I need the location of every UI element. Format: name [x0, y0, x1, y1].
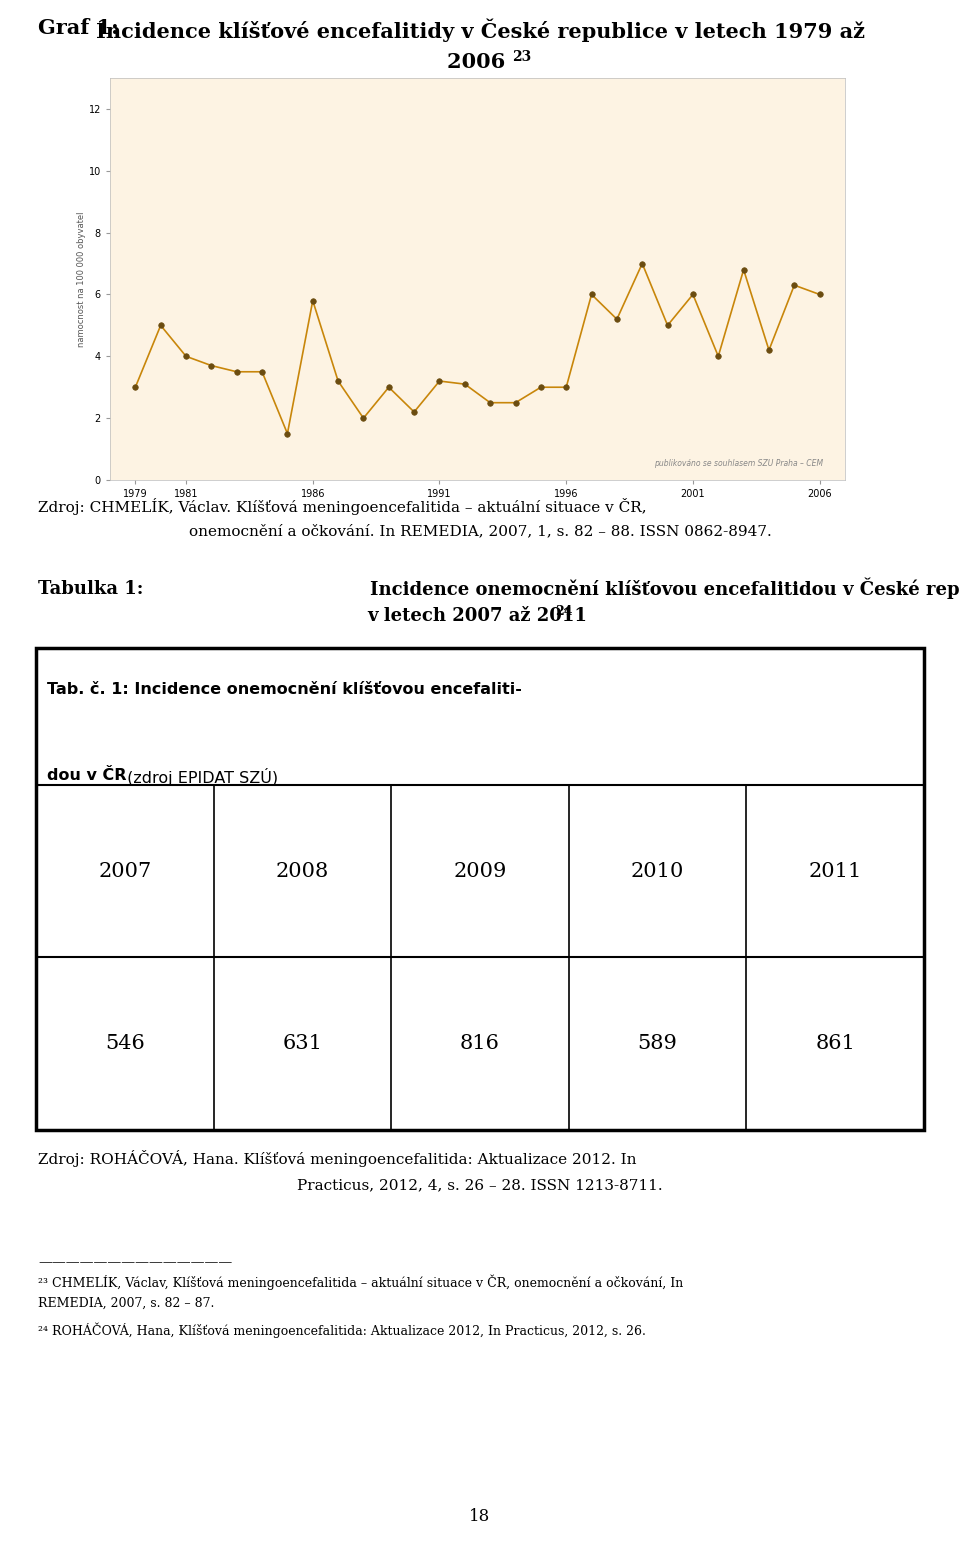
Text: onemocnění a očkování. In REMEDIA, 2007, 1, s. 82 – 88. ISSN 0862-8947.: onemocnění a očkování. In REMEDIA, 2007,… [188, 524, 772, 539]
Text: 631: 631 [282, 1035, 323, 1054]
Y-axis label: namocnost na 100 000 obyvatel: namocnost na 100 000 obyvatel [77, 211, 85, 347]
Text: Tab. č. 1: Incidence onemocnění klíšťovou encefaliti-: Tab. č. 1: Incidence onemocnění klíšťovo… [47, 682, 521, 696]
Text: Zdroj: ROHÁČOVÁ, Hana. Klíšťová meningoencefalitida: Aktualizace 2012. In: Zdroj: ROHÁČOVÁ, Hana. Klíšťová meningoe… [38, 1150, 636, 1168]
Text: publikováno se souhlasem SZU Praha – CEM: publikováno se souhlasem SZU Praha – CEM [654, 459, 823, 468]
Text: Incidence onemocnění klíšťovou encefalitidou v České republice: Incidence onemocnění klíšťovou encefalit… [370, 578, 960, 598]
Text: Practicus, 2012, 4, s. 26 – 28. ISSN 1213-8711.: Practicus, 2012, 4, s. 26 – 28. ISSN 121… [298, 1179, 662, 1193]
Text: 2008: 2008 [276, 862, 329, 880]
Text: 2007: 2007 [98, 862, 152, 880]
Text: REMEDIA, 2007, s. 82 – 87.: REMEDIA, 2007, s. 82 – 87. [38, 1297, 214, 1310]
Text: v letech 2007 až 2011: v letech 2007 až 2011 [367, 607, 593, 624]
Text: ²³ CHMELÍK, Václav, Klíšťová meningoencefalitida – aktuální situace v ČR, onemoc: ²³ CHMELÍK, Václav, Klíšťová meningoence… [38, 1275, 684, 1291]
Text: Incidence klíšťové encefalitidy v České republice v letech 1979 až: Incidence klíšťové encefalitidy v České … [95, 19, 865, 42]
Text: 589: 589 [637, 1035, 678, 1054]
Text: 2011: 2011 [808, 862, 862, 880]
Text: ²⁴ ROHÁČOVÁ, Hana, Klíšťová meningoencefalitida: Aktualizace 2012, In Practicus,: ²⁴ ROHÁČOVÁ, Hana, Klíšťová meningoencef… [38, 1322, 646, 1338]
Text: 546: 546 [105, 1035, 145, 1054]
Text: 24: 24 [555, 606, 572, 618]
Text: 18: 18 [469, 1508, 491, 1525]
Text: 861: 861 [815, 1035, 855, 1054]
Text: Graf 1:: Graf 1: [38, 19, 119, 37]
Text: Zdroj: CHMELÍK, Václav. Klíšťová meningoencefalitida – aktuální situace v ČR,: Zdroj: CHMELÍK, Václav. Klíšťová meningo… [38, 498, 647, 515]
Text: 816: 816 [460, 1035, 500, 1054]
Text: Tabulka 1:: Tabulka 1: [38, 581, 143, 598]
Text: 23: 23 [512, 50, 531, 64]
Text: (zdroj EPIDAT SZÚ): (zdroj EPIDAT SZÚ) [122, 768, 278, 787]
Text: 2009: 2009 [453, 862, 507, 880]
Text: dou v ČR: dou v ČR [47, 768, 126, 784]
Text: 2010: 2010 [631, 862, 684, 880]
Text: ——————————————: —————————————— [38, 1255, 232, 1269]
Text: 2006: 2006 [447, 52, 513, 72]
